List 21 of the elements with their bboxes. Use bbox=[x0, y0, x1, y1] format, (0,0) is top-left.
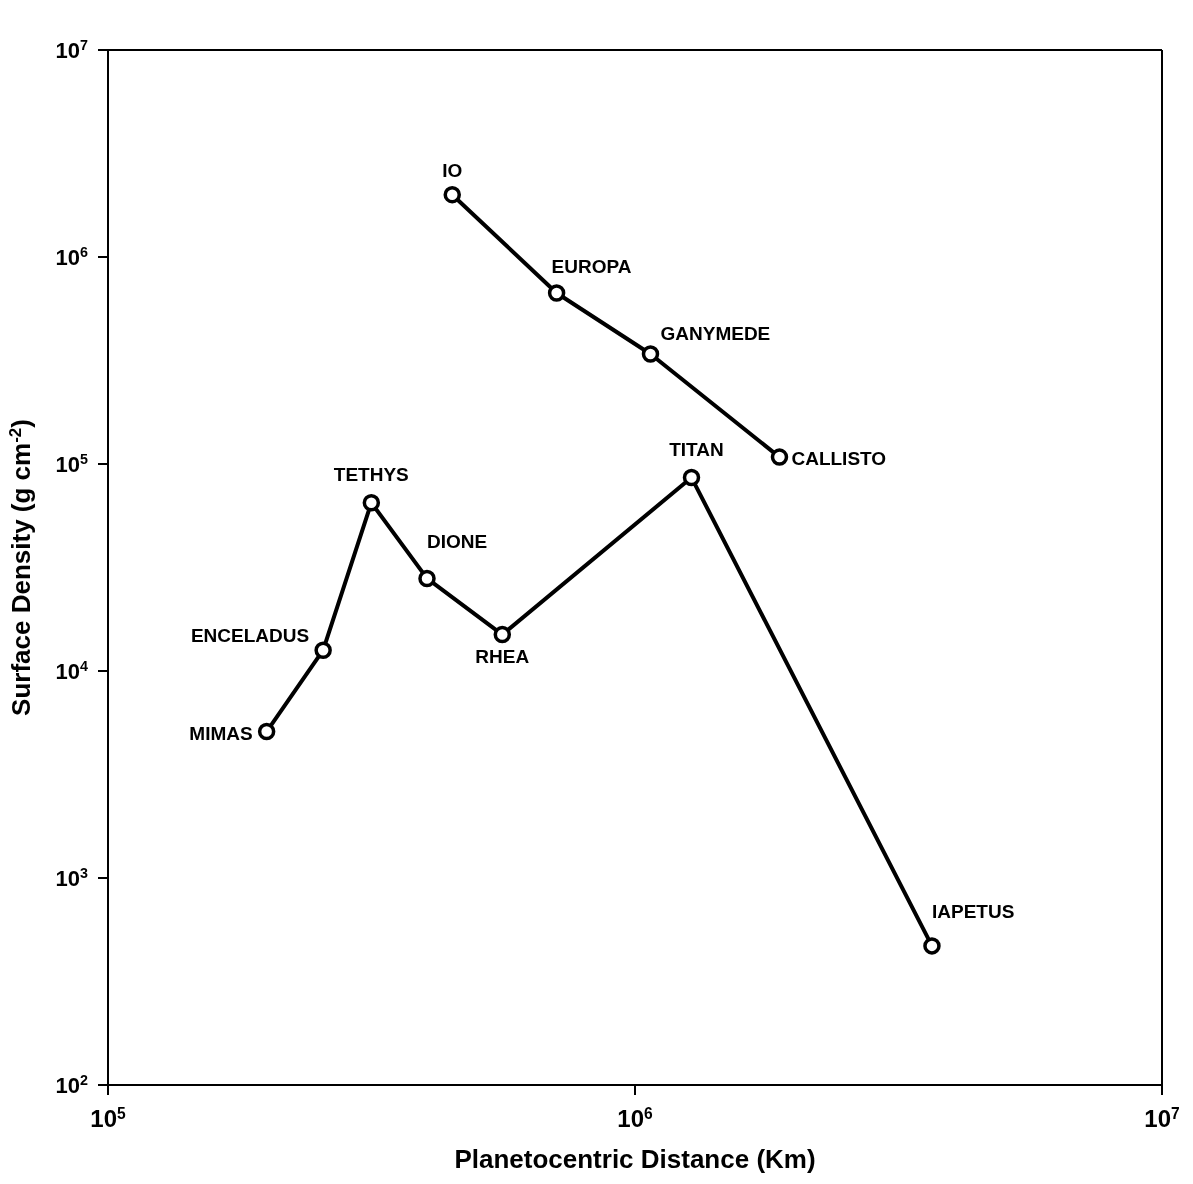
y-tick-label: 10$^{7}$ bbox=[55, 37, 89, 63]
annotation: GANYMEDE bbox=[660, 322, 771, 344]
annotation: DIONE bbox=[427, 531, 488, 553]
annotation: MIMAS bbox=[189, 722, 253, 744]
annotation: EUROPA bbox=[551, 256, 632, 277]
y-tick-label: 10$^{4}$ bbox=[55, 658, 89, 684]
x-tick-label: 10$^{6}$ bbox=[617, 1104, 654, 1132]
annotation: IAPETUS bbox=[931, 900, 1015, 922]
y-tick-label: 10$^{5}$ bbox=[55, 451, 89, 477]
y-tick-label: 10$^{6}$ bbox=[55, 244, 89, 270]
annotation: TITAN bbox=[669, 438, 724, 460]
annotation: CALLISTO bbox=[791, 448, 887, 470]
annotation: RHEA bbox=[475, 645, 530, 667]
x-axis-title: Planetocentric Distance (Km) bbox=[454, 1144, 816, 1174]
x-tick-label: 10$^{5}$ bbox=[90, 1104, 127, 1132]
y-tick-label: 10$^{2}$ bbox=[55, 1072, 89, 1098]
annotation: IO bbox=[442, 159, 463, 181]
annotation: TETHYS bbox=[333, 463, 409, 485]
y-tick-label: 10$^{3}$ bbox=[55, 865, 89, 891]
x-tick-label: 10$^{7}$ bbox=[1144, 1104, 1180, 1132]
annotation: ENCELADUS bbox=[190, 625, 310, 647]
